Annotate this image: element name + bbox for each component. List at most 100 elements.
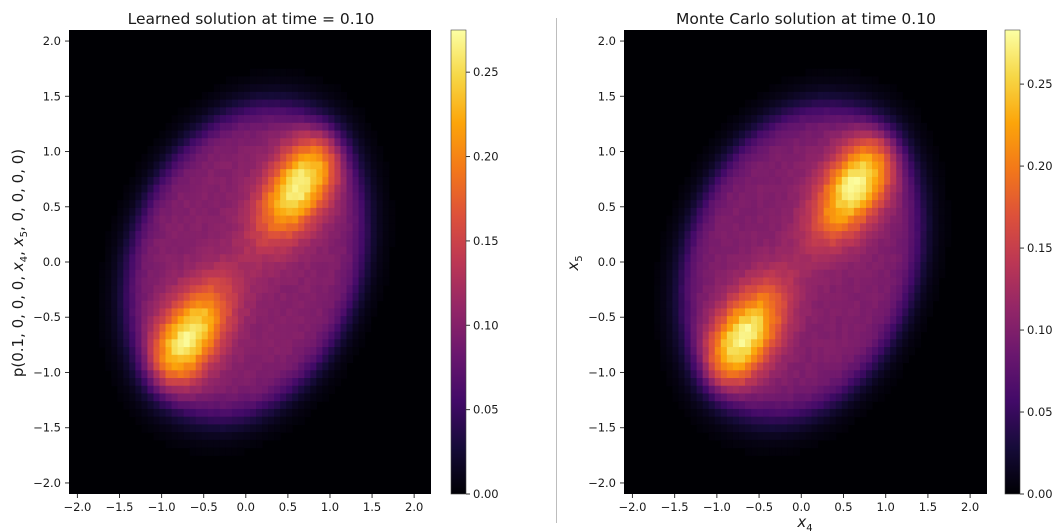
heatmap-cell — [914, 231, 922, 240]
heatmap-cell — [817, 339, 825, 348]
heatmap-cell — [714, 424, 722, 433]
heatmap-cell — [165, 192, 173, 201]
heatmap-cell — [159, 300, 167, 309]
heatmap-cell — [763, 285, 770, 294]
heatmap-cell — [322, 184, 330, 193]
colorbar-ticks: 0.000.050.100.150.200.25 — [466, 65, 499, 501]
heatmap-cell — [231, 432, 239, 441]
heatmap-cell — [256, 339, 263, 348]
heatmap-cell — [322, 316, 330, 325]
heatmap-cell — [823, 331, 831, 340]
heatmap-cell — [775, 308, 782, 317]
heatmap-cell — [726, 200, 734, 209]
heatmap-cell — [817, 138, 825, 147]
heatmap-cell — [853, 153, 861, 163]
heatmap-cell — [189, 238, 197, 248]
heatmap-cell — [370, 285, 378, 294]
heatmap-cell — [159, 292, 167, 302]
heatmap-cell — [853, 339, 861, 348]
heatmap-cell — [787, 300, 794, 309]
heatmap-cell — [171, 408, 179, 418]
heatmap-cell — [684, 277, 692, 286]
heatmap-cell — [189, 378, 197, 387]
heatmap-cell — [757, 231, 764, 240]
heatmap-cell — [280, 192, 287, 201]
heatmap-cell — [207, 292, 215, 302]
heatmap-cell — [896, 269, 903, 279]
heatmap-cell — [890, 192, 897, 201]
heatmap-cell — [256, 68, 263, 77]
heatmap-cell — [352, 207, 360, 217]
heatmap-cell — [123, 300, 130, 309]
heatmap-cell — [358, 339, 366, 348]
heatmap-cell — [757, 130, 764, 139]
heatmap-cell — [902, 122, 909, 132]
heatmap-cell — [243, 292, 251, 302]
heatmap-cell — [231, 323, 239, 333]
heatmap-cell — [829, 323, 837, 333]
heatmap-cell — [231, 362, 239, 371]
heatmap-cell — [708, 223, 716, 232]
heatmap-cell — [654, 300, 661, 309]
heatmap-cell — [714, 347, 722, 356]
heatmap-cell — [932, 269, 940, 279]
heatmap-cell — [914, 161, 922, 170]
heatmap-cell — [111, 354, 118, 364]
heatmap-cell — [111, 362, 118, 371]
heatmap-cell — [207, 277, 215, 286]
heatmap-cell — [328, 161, 336, 170]
heatmap-cell — [310, 254, 317, 263]
heatmap-cell — [847, 84, 855, 93]
heatmap-cell — [147, 339, 155, 348]
heatmap-cell — [280, 285, 287, 294]
heatmap-cell — [292, 401, 299, 410]
heatmap-cell — [195, 146, 203, 155]
heatmap-cell — [835, 323, 843, 333]
heatmap-cell — [237, 300, 245, 309]
heatmap-cell — [726, 269, 734, 279]
heatmap-cell — [859, 107, 867, 116]
heatmap-cell — [310, 215, 317, 224]
heatmap-cell — [292, 370, 299, 379]
heatmap-cell — [262, 107, 269, 116]
heatmap-cell — [751, 161, 758, 170]
heatmap-cell — [878, 192, 885, 201]
heatmap-cell — [902, 331, 909, 340]
heatmap-cell — [884, 169, 891, 178]
heatmap-cell — [280, 331, 287, 340]
heatmap-cell — [769, 262, 776, 271]
heatmap-cell — [720, 138, 728, 147]
heatmap-cell — [310, 269, 317, 279]
heatmap-cell — [708, 393, 716, 402]
heatmap-cell — [751, 408, 758, 418]
heatmap-cell — [805, 424, 813, 433]
heatmap-cell — [195, 115, 203, 124]
heatmap-cell — [726, 153, 734, 163]
heatmap-cell — [751, 339, 758, 348]
heatmap-cell — [884, 300, 891, 309]
heatmap-cell — [237, 153, 245, 163]
heatmap-cell — [787, 347, 794, 356]
heatmap-cell — [310, 238, 317, 248]
heatmap-cell — [213, 300, 221, 309]
heatmap-cell — [714, 231, 722, 240]
heatmap-cell — [165, 424, 173, 433]
heatmap-cell — [781, 292, 788, 302]
heatmap-cell — [853, 91, 861, 101]
heatmap-cell — [829, 207, 837, 217]
heatmap-cell — [274, 300, 281, 309]
heatmap-cell — [123, 231, 130, 240]
heatmap-cell — [805, 370, 813, 379]
heatmap-cell — [165, 207, 173, 217]
heatmap-cell — [358, 231, 366, 240]
heatmap-cell — [853, 122, 861, 132]
heatmap-cell — [340, 200, 348, 209]
heatmap-cell — [250, 269, 257, 279]
heatmap-cell — [298, 107, 305, 116]
heatmap-cell — [171, 308, 179, 317]
heatmap-cell — [745, 439, 752, 449]
heatmap-cell — [745, 292, 752, 302]
heatmap-cell — [310, 169, 317, 178]
heatmap-cell — [811, 262, 819, 271]
heatmap-cell — [811, 122, 819, 132]
